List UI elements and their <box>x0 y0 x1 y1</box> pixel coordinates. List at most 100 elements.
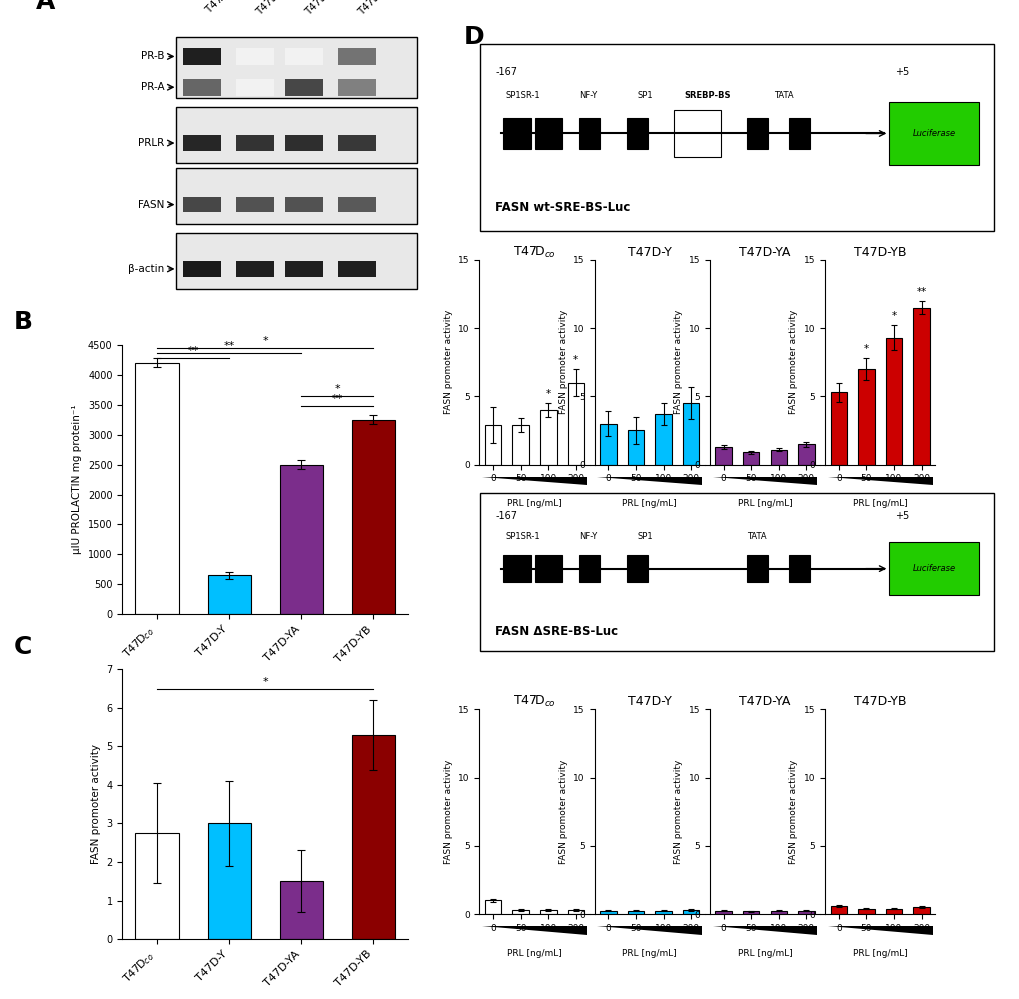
Polygon shape <box>712 477 816 486</box>
Text: β-actin: β-actin <box>127 264 164 274</box>
Bar <box>682 910 699 914</box>
Text: SP1: SP1 <box>637 91 652 101</box>
Text: PRL [ng/mL]: PRL [ng/mL] <box>737 500 792 508</box>
Y-axis label: FASN promoter activity: FASN promoter activity <box>674 759 683 864</box>
Text: -167: -167 <box>495 67 517 77</box>
Bar <box>512 910 529 914</box>
Text: NF-Y: NF-Y <box>579 531 597 541</box>
Text: PR-B: PR-B <box>141 52 164 62</box>
Bar <box>797 444 814 465</box>
Bar <box>797 911 814 914</box>
Bar <box>789 555 810 581</box>
Text: SP1: SP1 <box>637 531 652 541</box>
Bar <box>512 425 529 465</box>
Bar <box>626 555 647 581</box>
Bar <box>484 425 501 465</box>
Text: NF-Y: NF-Y <box>579 91 597 101</box>
Polygon shape <box>597 926 701 935</box>
Bar <box>183 135 221 151</box>
Bar <box>579 118 600 149</box>
Y-axis label: FASN promoter activity: FASN promoter activity <box>443 759 452 864</box>
Bar <box>889 102 977 165</box>
Y-axis label: FASN promoter activity: FASN promoter activity <box>558 310 568 415</box>
Bar <box>534 118 561 149</box>
Text: **: ** <box>223 342 234 352</box>
Bar <box>337 79 375 96</box>
Bar <box>183 197 221 213</box>
Bar <box>567 910 584 914</box>
Text: T47D-YA: T47D-YA <box>304 0 340 17</box>
Text: TATA: TATA <box>773 91 793 101</box>
Bar <box>539 910 556 914</box>
Bar <box>235 197 273 213</box>
Text: FASN: FASN <box>138 200 164 210</box>
Bar <box>654 911 672 914</box>
Bar <box>889 542 977 595</box>
Text: *: * <box>891 311 896 322</box>
Bar <box>284 197 322 213</box>
Bar <box>175 233 417 289</box>
Bar <box>136 363 178 614</box>
Text: PRL [ng/mL]: PRL [ng/mL] <box>852 500 907 508</box>
Text: *: * <box>545 389 550 399</box>
Text: PRL [ng/mL]: PRL [ng/mL] <box>622 500 677 508</box>
Bar <box>235 135 273 151</box>
Bar <box>567 383 584 465</box>
Bar <box>175 37 417 98</box>
Bar <box>207 575 251 614</box>
Bar <box>829 393 847 465</box>
Bar <box>857 909 874 914</box>
Y-axis label: FASN promoter activity: FASN promoter activity <box>443 310 452 415</box>
Title: T47D$_{co}$: T47D$_{co}$ <box>513 245 555 260</box>
Bar <box>284 261 322 277</box>
Bar <box>136 833 178 939</box>
Bar <box>284 135 322 151</box>
Text: **: ** <box>331 394 342 404</box>
Polygon shape <box>597 477 701 486</box>
Bar <box>912 308 929 465</box>
Bar <box>235 79 273 96</box>
Text: C: C <box>14 634 33 658</box>
Bar <box>599 424 616 465</box>
Bar <box>742 911 759 914</box>
Bar <box>284 48 322 65</box>
Bar <box>502 555 530 581</box>
Text: *: * <box>863 344 868 354</box>
Y-axis label: FASN promoter activity: FASN promoter activity <box>674 310 683 415</box>
Text: **: ** <box>915 287 926 297</box>
Text: PRL [ng/mL]: PRL [ng/mL] <box>506 949 561 958</box>
Bar <box>352 735 394 939</box>
Bar <box>884 338 902 465</box>
Bar <box>502 118 530 149</box>
Bar <box>747 555 767 581</box>
Polygon shape <box>827 926 931 935</box>
Bar <box>183 48 221 65</box>
Bar <box>579 555 600 581</box>
Bar <box>654 414 672 465</box>
Bar <box>539 410 556 465</box>
Y-axis label: FASN promoter activity: FASN promoter activity <box>789 310 798 415</box>
Text: FASN wt-SRE-BS-Luc: FASN wt-SRE-BS-Luc <box>495 202 630 215</box>
Polygon shape <box>827 477 931 486</box>
Bar <box>279 881 323 939</box>
Text: TATA: TATA <box>747 531 766 541</box>
Text: SP1SR-1: SP1SR-1 <box>505 91 540 101</box>
Text: T47D$_{Co}$: T47D$_{Co}$ <box>202 0 237 17</box>
Text: *: * <box>262 337 268 347</box>
Title: T47D-YA: T47D-YA <box>739 246 790 259</box>
Text: PRL [ng/mL]: PRL [ng/mL] <box>622 949 677 958</box>
Bar <box>337 135 375 151</box>
Bar <box>742 453 759 465</box>
Text: PRL [ng/mL]: PRL [ng/mL] <box>737 949 792 958</box>
Bar <box>912 907 929 914</box>
Bar <box>674 110 720 157</box>
Bar <box>337 197 375 213</box>
Text: Luciferase: Luciferase <box>911 564 955 573</box>
Bar <box>714 911 732 914</box>
Bar <box>599 911 616 914</box>
Text: FASN ΔSRE-BS-Luc: FASN ΔSRE-BS-Luc <box>495 624 618 637</box>
Bar <box>284 79 322 96</box>
Text: *: * <box>334 385 339 395</box>
Bar <box>175 107 417 163</box>
Text: +5: +5 <box>894 511 908 521</box>
